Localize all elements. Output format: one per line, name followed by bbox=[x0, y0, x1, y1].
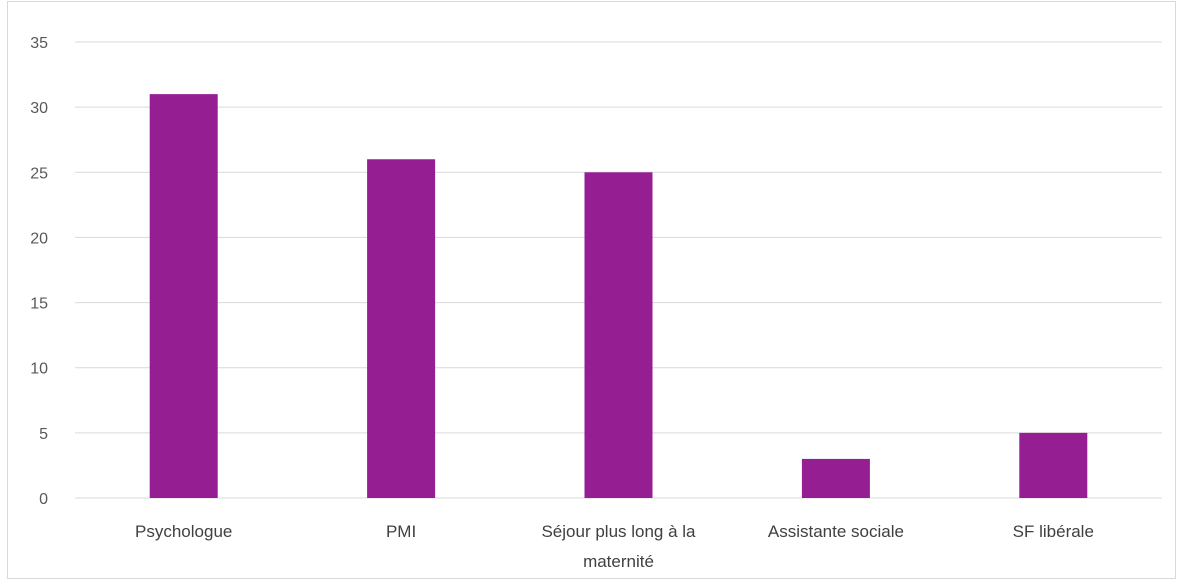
x-category-label: PMI bbox=[386, 522, 416, 541]
y-tick-label: 0 bbox=[39, 491, 48, 508]
x-axis-labels: Psychologue PMI Séjour plus long à la mater… bbox=[135, 522, 1094, 571]
bar-0 bbox=[149, 94, 218, 498]
x-category-label: SF libérale bbox=[1013, 522, 1094, 541]
bar-2 bbox=[584, 172, 653, 499]
y-tick-label: 20 bbox=[30, 230, 48, 247]
y-axis-ticks: 0 5 10 15 20 25 30 35 bbox=[30, 35, 48, 508]
x-category-label: Assistante sociale bbox=[768, 522, 904, 541]
x-category-label: maternité bbox=[583, 552, 654, 571]
y-tick-label: 25 bbox=[30, 165, 48, 182]
y-tick-label: 30 bbox=[30, 100, 48, 117]
y-tick-label: 5 bbox=[39, 426, 48, 443]
bar-1 bbox=[367, 159, 436, 498]
bars bbox=[149, 94, 1088, 499]
bar-4 bbox=[1019, 432, 1088, 498]
bar-3 bbox=[801, 458, 870, 498]
y-tick-label: 15 bbox=[30, 296, 48, 313]
y-tick-label: 10 bbox=[30, 361, 48, 378]
y-tick-label: 35 bbox=[30, 35, 48, 52]
x-category-label: Séjour plus long à la bbox=[541, 522, 696, 541]
x-category-label: Psychologue bbox=[135, 522, 232, 541]
